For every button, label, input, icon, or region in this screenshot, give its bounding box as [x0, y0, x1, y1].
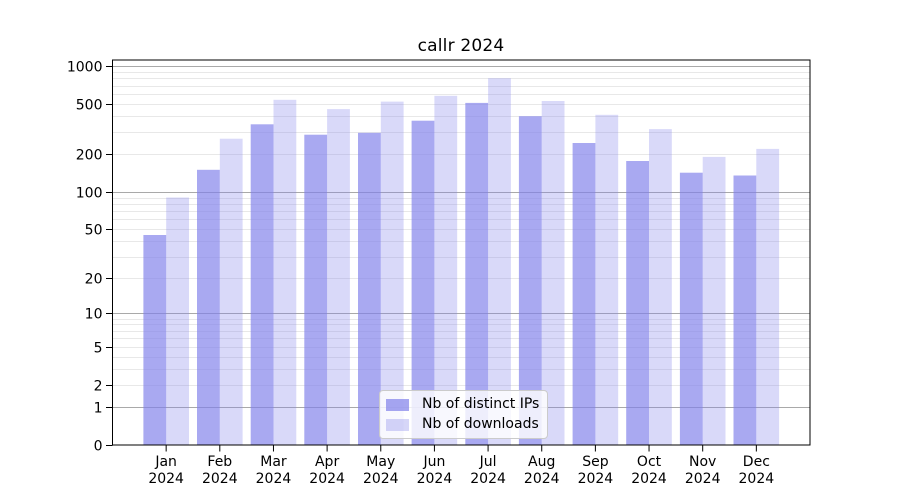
bar-distinct-ips-dec [733, 175, 757, 445]
bar-distinct-ips-jul [465, 102, 489, 446]
y-tick-label-500: 500 [76, 98, 103, 114]
legend-swatch-distinct-ips [386, 398, 409, 411]
bar-downloads-mar [273, 99, 297, 446]
y-tick-label-100: 100 [76, 186, 103, 202]
bar-downloads-oct [649, 129, 672, 445]
y-tick-label-1000: 1000 [67, 60, 103, 76]
legend-label-distinct-ips: Nb of distinct IPs [422, 396, 540, 412]
bar-downloads-may [380, 101, 404, 445]
bar-distinct-ips-may [358, 132, 381, 446]
legend-swatch-downloads [386, 418, 409, 431]
y-tick-label-0: 0 [94, 439, 103, 455]
chart-title: callr 2024 [417, 36, 505, 56]
x-tick-label-nov: Nov 2024 [685, 454, 721, 487]
legend-item-downloads: Nb of downloads [386, 416, 539, 432]
x-tick-label-jun: Jun 2024 [417, 454, 453, 487]
bar-distinct-ips-mar [250, 124, 274, 446]
bar-distinct-ips-apr [304, 134, 328, 445]
x-tick-label-dec: Dec 2024 [739, 454, 775, 487]
bar-distinct-ips-aug [518, 116, 542, 445]
x-tick-label-feb: Feb 2024 [202, 454, 238, 487]
bar-distinct-ips-sep [572, 143, 596, 445]
y-tick-label-5: 5 [94, 341, 103, 357]
legend-label-downloads: Nb of downloads [422, 416, 539, 432]
y-tick-label-50: 50 [85, 223, 103, 239]
bar-downloads-dec [756, 148, 780, 445]
bar-downloads-aug [541, 101, 565, 445]
bar-downloads-sep [595, 114, 619, 446]
bar-distinct-ips-feb [197, 169, 220, 446]
x-tick-label-sep: Sep 2024 [578, 454, 614, 487]
bar-downloads-jun [434, 95, 458, 446]
bar-downloads-apr [327, 109, 350, 445]
bar-downloads-nov [702, 156, 726, 445]
y-tick-label-200: 200 [76, 148, 103, 164]
x-tick-label-mar: Mar 2024 [256, 454, 292, 487]
y-tick-label-10: 10 [85, 307, 103, 323]
bar-distinct-ips-jun [411, 120, 435, 445]
x-tick-label-jul: Jul 2024 [470, 454, 506, 487]
bar-distinct-ips-jan [143, 235, 167, 445]
x-tick-label-aug: Aug 2024 [524, 454, 560, 487]
x-tick-label-oct: Oct 2024 [631, 454, 667, 487]
y-tick-label-20: 20 [85, 272, 103, 288]
legend: Nb of distinct IPs Nb of downloads [379, 390, 548, 439]
bar-distinct-ips-oct [626, 161, 649, 445]
x-tick-label-jan: Jan 2024 [148, 454, 184, 487]
bar-downloads-feb [219, 138, 243, 445]
y-tick-label-2: 2 [94, 379, 103, 395]
bar-distinct-ips-nov [679, 172, 703, 445]
bar-downloads-jul [488, 78, 511, 445]
x-tick-label-may: May 2024 [363, 454, 399, 487]
y-tick-label-1: 1 [94, 401, 103, 417]
bar-downloads-jan [166, 197, 189, 445]
x-tick-label-apr: Apr 2024 [309, 454, 345, 487]
plot-frame [112, 59, 811, 446]
legend-item-distinct-ips: Nb of distinct IPs [386, 396, 540, 412]
